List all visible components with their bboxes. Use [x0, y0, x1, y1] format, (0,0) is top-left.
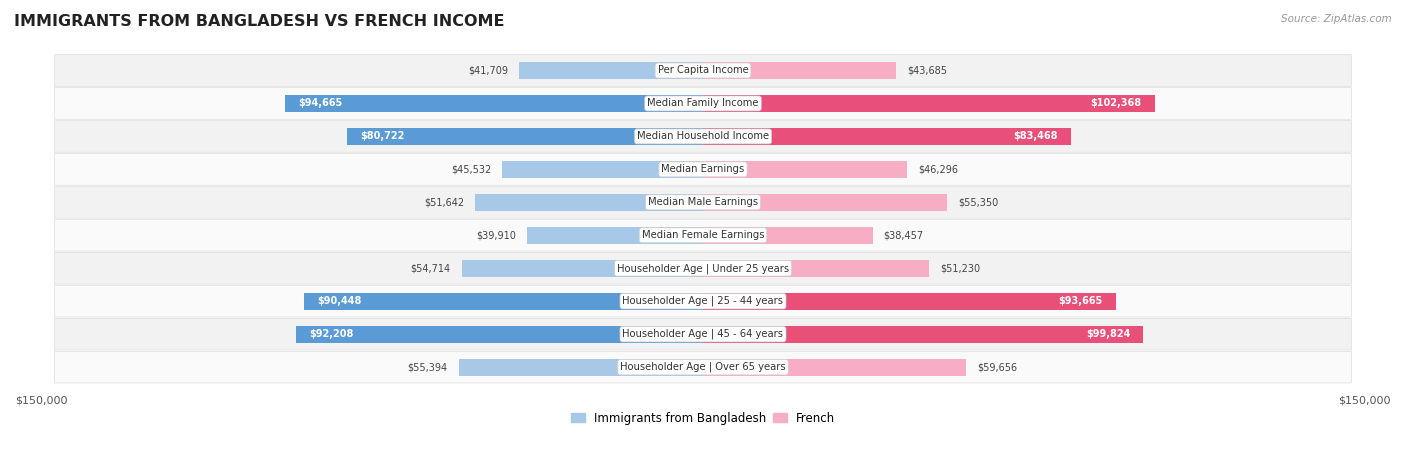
Text: $90,448: $90,448 — [318, 296, 361, 306]
FancyBboxPatch shape — [55, 351, 1351, 383]
FancyBboxPatch shape — [55, 186, 1351, 218]
Text: Householder Age | Over 65 years: Householder Age | Over 65 years — [620, 362, 786, 372]
FancyBboxPatch shape — [55, 88, 1351, 119]
Text: Per Capita Income: Per Capita Income — [658, 65, 748, 76]
FancyBboxPatch shape — [55, 120, 1351, 152]
Bar — [461, 260, 703, 277]
Text: Householder Age | 25 - 44 years: Householder Age | 25 - 44 years — [623, 296, 783, 306]
Text: Median Household Income: Median Household Income — [637, 131, 769, 142]
Bar — [703, 95, 1154, 112]
Text: $54,714: $54,714 — [411, 263, 450, 273]
Text: $51,642: $51,642 — [425, 198, 464, 207]
Bar — [285, 95, 703, 112]
Text: Median Earnings: Median Earnings — [661, 164, 745, 174]
Bar — [502, 161, 703, 178]
Bar — [703, 161, 907, 178]
Text: $92,208: $92,208 — [309, 329, 354, 339]
Text: $102,368: $102,368 — [1090, 99, 1142, 108]
Text: $45,532: $45,532 — [451, 164, 491, 174]
Text: $94,665: $94,665 — [298, 99, 343, 108]
Text: $83,468: $83,468 — [1014, 131, 1057, 142]
Bar — [703, 359, 966, 376]
Text: Source: ZipAtlas.com: Source: ZipAtlas.com — [1281, 14, 1392, 24]
Bar — [304, 293, 703, 310]
Bar — [527, 227, 703, 244]
Bar — [347, 128, 703, 145]
Bar — [703, 128, 1071, 145]
Text: $59,656: $59,656 — [977, 362, 1018, 372]
Text: IMMIGRANTS FROM BANGLADESH VS FRENCH INCOME: IMMIGRANTS FROM BANGLADESH VS FRENCH INC… — [14, 14, 505, 29]
Bar — [297, 325, 703, 343]
Text: $38,457: $38,457 — [884, 230, 924, 241]
Bar — [458, 359, 703, 376]
FancyBboxPatch shape — [55, 285, 1351, 317]
Text: Householder Age | 45 - 64 years: Householder Age | 45 - 64 years — [623, 329, 783, 340]
Text: Householder Age | Under 25 years: Householder Age | Under 25 years — [617, 263, 789, 274]
Text: $93,665: $93,665 — [1059, 296, 1102, 306]
Bar — [703, 62, 896, 79]
Text: $43,685: $43,685 — [907, 65, 946, 76]
FancyBboxPatch shape — [55, 253, 1351, 284]
Bar — [703, 293, 1116, 310]
Text: $39,910: $39,910 — [477, 230, 516, 241]
Text: Median Male Earnings: Median Male Earnings — [648, 198, 758, 207]
FancyBboxPatch shape — [55, 55, 1351, 86]
Text: $80,722: $80,722 — [360, 131, 405, 142]
FancyBboxPatch shape — [55, 154, 1351, 185]
Text: $46,296: $46,296 — [918, 164, 959, 174]
Text: $55,394: $55,394 — [408, 362, 447, 372]
Legend: Immigrants from Bangladesh, French: Immigrants from Bangladesh, French — [567, 407, 839, 429]
Text: $41,709: $41,709 — [468, 65, 508, 76]
Bar — [475, 194, 703, 211]
FancyBboxPatch shape — [55, 318, 1351, 350]
Text: $51,230: $51,230 — [941, 263, 980, 273]
Text: Median Family Income: Median Family Income — [647, 99, 759, 108]
FancyBboxPatch shape — [55, 219, 1351, 251]
Bar — [703, 227, 873, 244]
Bar — [703, 260, 929, 277]
Bar — [519, 62, 703, 79]
Text: $99,824: $99,824 — [1085, 329, 1130, 339]
Text: $55,350: $55,350 — [959, 198, 998, 207]
Text: Median Female Earnings: Median Female Earnings — [641, 230, 765, 241]
Bar — [703, 194, 948, 211]
Bar — [703, 325, 1143, 343]
